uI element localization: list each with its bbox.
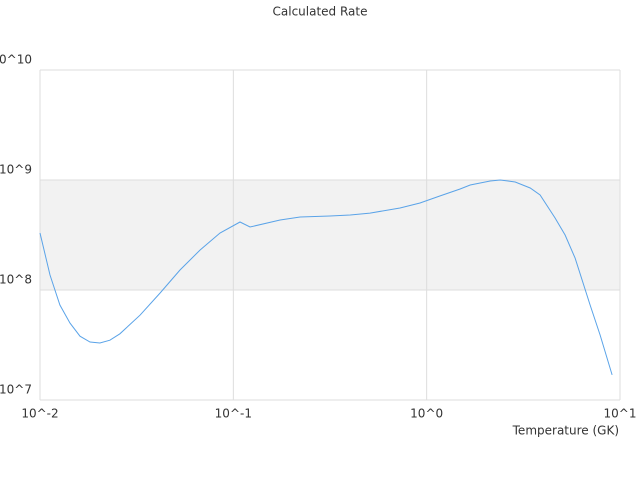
- y-tick-label: 10^9: [0, 163, 32, 177]
- x-tick-label: 10^-1: [215, 407, 252, 421]
- x-axis-label: Temperature (GK): [512, 424, 619, 438]
- x-tick-label: 10^0: [410, 407, 443, 421]
- series-line: [39, 179, 613, 376]
- y-tick-label: 10^10: [0, 53, 32, 67]
- grid-band: [40, 180, 620, 290]
- y-tick-label: 10^7: [0, 383, 32, 397]
- x-tick-label: 10^-2: [21, 407, 58, 421]
- y-tick-label: 10^8: [0, 273, 32, 287]
- chart-title: Calculated Rate: [273, 5, 368, 19]
- x-tick-label: 10^1: [604, 407, 637, 421]
